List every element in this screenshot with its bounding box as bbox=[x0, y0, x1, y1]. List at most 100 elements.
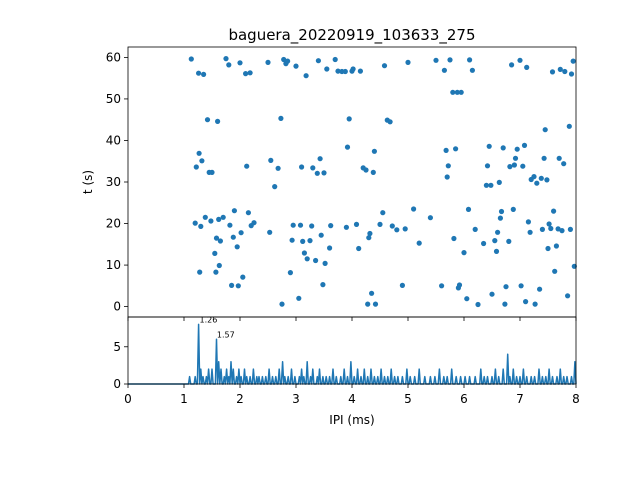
raster-point bbox=[458, 89, 464, 95]
raster-point bbox=[300, 238, 306, 244]
raster-y-tick-label: 10 bbox=[106, 258, 121, 272]
raster-point bbox=[327, 245, 333, 251]
raster-point bbox=[450, 89, 456, 95]
raster-point bbox=[201, 71, 207, 77]
raster-point bbox=[245, 210, 251, 216]
raster-point bbox=[548, 225, 554, 232]
raster-point bbox=[503, 284, 509, 290]
raster-point bbox=[314, 170, 320, 176]
raster-point bbox=[552, 268, 558, 274]
raster-point bbox=[551, 208, 557, 214]
raster-point bbox=[497, 215, 503, 221]
raster-point bbox=[297, 222, 304, 228]
histogram-x-tick-label: 5 bbox=[404, 392, 412, 406]
raster-point bbox=[387, 119, 393, 125]
raster-point bbox=[229, 282, 235, 288]
raster-point bbox=[411, 206, 417, 212]
raster-point bbox=[539, 226, 546, 232]
raster-point bbox=[509, 62, 515, 68]
raster-point bbox=[553, 243, 560, 249]
raster-point bbox=[324, 66, 330, 72]
raster-point bbox=[443, 147, 449, 153]
raster-point bbox=[381, 63, 388, 69]
histogram-x-axis-label: IPI (ms) bbox=[329, 413, 374, 427]
raster-point bbox=[234, 244, 240, 250]
raster-point bbox=[441, 67, 447, 73]
raster-point bbox=[285, 58, 291, 64]
raster-point bbox=[188, 56, 194, 62]
raster-point bbox=[332, 56, 338, 63]
raster-point bbox=[363, 167, 369, 173]
raster-point bbox=[281, 56, 287, 63]
raster-point bbox=[389, 223, 395, 229]
raster-point bbox=[247, 70, 253, 76]
raster-point bbox=[496, 179, 502, 185]
raster-point bbox=[369, 290, 375, 296]
raster-point bbox=[231, 208, 237, 214]
raster-point bbox=[321, 170, 327, 176]
raster-point bbox=[209, 169, 215, 175]
raster-point bbox=[365, 301, 371, 307]
raster-point bbox=[451, 235, 457, 242]
raster-plot: 0 10 20 30 40 50 60 t (s) bbox=[81, 46, 577, 321]
raster-point bbox=[198, 223, 204, 229]
raster-point bbox=[433, 57, 439, 63]
raster-y-ticks: 0 10 20 30 40 50 60 bbox=[106, 50, 128, 314]
raster-y-tick-label: 40 bbox=[106, 133, 121, 147]
raster-point bbox=[510, 206, 516, 212]
raster-point bbox=[215, 118, 221, 124]
raster-point bbox=[303, 73, 309, 79]
raster-point bbox=[346, 116, 352, 122]
raster-point bbox=[565, 293, 571, 299]
raster-point bbox=[566, 123, 572, 129]
raster-point bbox=[272, 184, 278, 190]
raster-point bbox=[238, 230, 244, 236]
raster-point bbox=[545, 245, 551, 252]
raster-point bbox=[439, 283, 445, 289]
raster-point bbox=[240, 274, 246, 280]
raster-point bbox=[343, 224, 349, 230]
raster-point bbox=[220, 214, 226, 220]
raster-point bbox=[244, 163, 250, 169]
raster-point bbox=[483, 182, 489, 188]
raster-point bbox=[366, 235, 372, 241]
raster-point bbox=[243, 71, 249, 77]
raster-point bbox=[488, 182, 494, 188]
raster-point bbox=[380, 210, 386, 216]
raster-point bbox=[289, 237, 295, 243]
raster-point bbox=[275, 165, 281, 171]
histogram-x-tick-label: 0 bbox=[124, 392, 132, 406]
raster-point bbox=[342, 68, 348, 75]
raster-point bbox=[556, 155, 562, 161]
raster-point bbox=[217, 238, 223, 244]
raster-point bbox=[370, 169, 376, 175]
raster-point bbox=[265, 59, 271, 65]
raster-point bbox=[278, 115, 284, 121]
histogram-y-tick-label: 5 bbox=[113, 340, 121, 354]
raster-point bbox=[467, 57, 473, 63]
raster-point bbox=[453, 146, 459, 152]
raster-point bbox=[227, 222, 233, 228]
raster-point bbox=[399, 282, 405, 288]
raster-point bbox=[230, 234, 236, 240]
raster-point bbox=[456, 282, 463, 288]
raster-point bbox=[293, 63, 299, 69]
raster-point bbox=[568, 71, 575, 77]
raster-point bbox=[377, 221, 383, 227]
raster-point bbox=[328, 223, 334, 229]
raster-point bbox=[197, 269, 203, 275]
raster-point bbox=[541, 155, 547, 161]
raster-point bbox=[512, 155, 519, 161]
raster-point bbox=[561, 161, 567, 167]
raster-point bbox=[464, 296, 470, 302]
raster-point bbox=[213, 235, 220, 241]
raster-point bbox=[279, 301, 285, 307]
raster-point bbox=[444, 174, 450, 180]
raster-point bbox=[502, 301, 508, 307]
raster-point bbox=[320, 282, 326, 288]
raster-point bbox=[521, 142, 528, 148]
raster-point bbox=[517, 57, 523, 63]
histogram-peak-annotations: 1.26 1.57 bbox=[200, 315, 235, 339]
raster-point bbox=[511, 162, 517, 168]
